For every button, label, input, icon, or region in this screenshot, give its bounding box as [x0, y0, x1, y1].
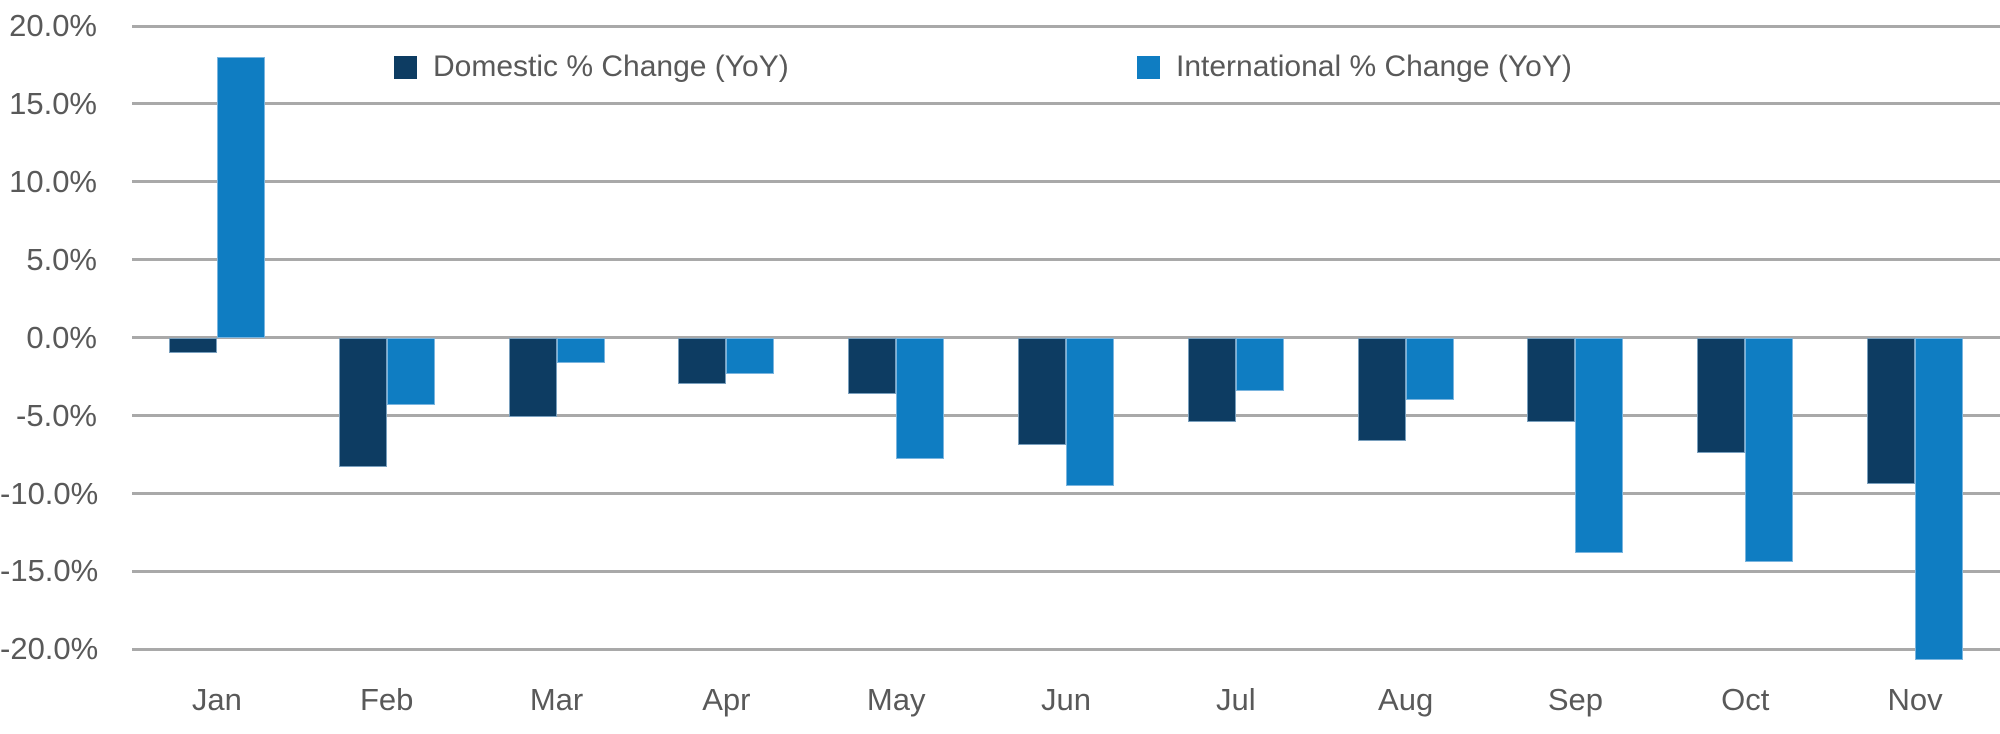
- bar-international-mar: [556, 337, 605, 363]
- y-tick-label: -10.0%: [0, 475, 99, 511]
- x-tick-label-nov: Nov: [1887, 682, 1943, 717]
- x-tick-label-oct: Oct: [1721, 682, 1770, 717]
- y-tick-label: -15.0%: [0, 553, 99, 589]
- x-tick-label-sep: Sep: [1547, 682, 1604, 717]
- legend-label-domestic: Domestic % Change (YoY): [433, 50, 789, 83]
- y-tick-label: -20.0%: [0, 631, 99, 667]
- bar-domestic-oct: [1697, 337, 1746, 454]
- y-tick-label: 5.0%: [26, 241, 97, 277]
- x-tick-label-aug: Aug: [1378, 682, 1434, 717]
- legend-item-international: International % Change (YoY): [1137, 48, 1572, 86]
- bar-domestic-mar: [508, 337, 557, 418]
- bar-domestic-sep: [1527, 337, 1576, 422]
- gridline: [132, 492, 2000, 496]
- bar-international-apr: [726, 337, 775, 374]
- legend-item-domestic: Domestic % Change (YoY): [394, 48, 789, 86]
- y-tick-label: 20.0%: [9, 8, 97, 43]
- y-tick-label: -5.0%: [16, 397, 97, 433]
- y-tick-label: 0.0%: [26, 319, 97, 355]
- y-tick-label: 15.0%: [9, 85, 97, 121]
- bar-international-nov: [1915, 337, 1964, 661]
- bar-domestic-nov: [1867, 337, 1916, 485]
- bar-international-sep: [1575, 337, 1624, 553]
- x-tick-label-may: May: [866, 682, 926, 717]
- bar-international-feb: [386, 337, 435, 405]
- gridline: [132, 569, 2000, 573]
- gridline: [132, 24, 2000, 28]
- x-tick-label-jul: Jul: [1215, 682, 1256, 717]
- bar-domestic-may: [848, 337, 897, 394]
- gridline: [132, 180, 2000, 184]
- legend-swatch-international-icon: [1137, 55, 1160, 79]
- bar-international-oct: [1745, 337, 1794, 563]
- bar-international-jan: [216, 57, 265, 338]
- legend-label-international: International % Change (YoY): [1176, 50, 1572, 83]
- gridline: [132, 102, 2000, 106]
- x-tick-label-feb: Feb: [360, 682, 414, 717]
- x-tick-label-mar: Mar: [529, 682, 584, 717]
- x-tick-label-jan: Jan: [191, 682, 242, 717]
- bar-international-jul: [1235, 337, 1284, 391]
- bar-international-jun: [1066, 337, 1114, 486]
- legend-swatch-domestic-icon: [394, 55, 417, 79]
- bar-international-may: [896, 337, 945, 460]
- x-tick-label-apr: Apr: [702, 682, 751, 717]
- bar-domestic-jan: [168, 337, 217, 354]
- x-tick-label-jun: Jun: [1040, 682, 1091, 717]
- bar-domestic-jun: [1018, 337, 1066, 446]
- bar-domestic-apr: [678, 337, 727, 385]
- bar-international-aug: [1405, 337, 1454, 401]
- bar-domestic-feb: [338, 337, 387, 468]
- bar-domestic-aug: [1357, 337, 1406, 441]
- gridline: [132, 647, 2000, 651]
- gridline: [132, 258, 2000, 262]
- y-tick-label: 10.0%: [9, 163, 97, 199]
- bar-domestic-jul: [1187, 337, 1236, 422]
